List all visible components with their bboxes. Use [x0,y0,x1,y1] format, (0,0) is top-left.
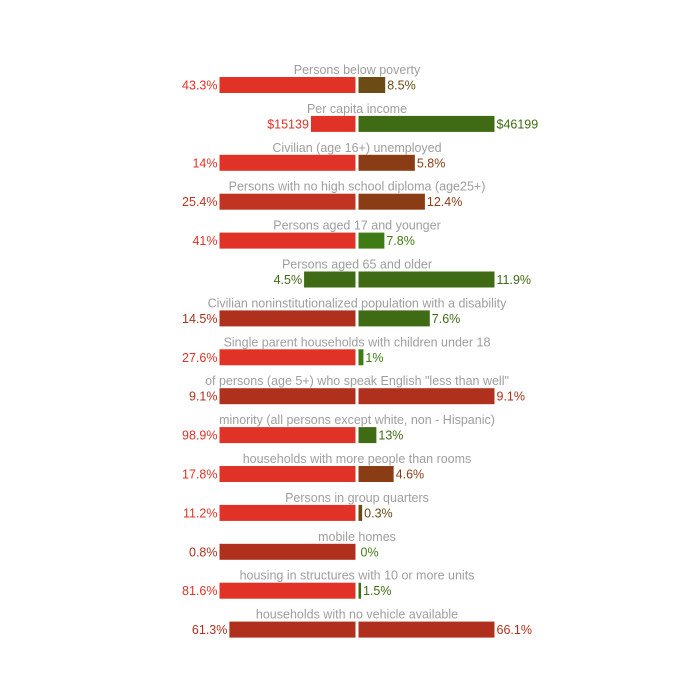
right-value-label: 7.8% [386,234,415,248]
right-bar [358,232,385,249]
right-value-label: 4.6% [396,468,425,482]
left-value-label: 0.8% [189,545,218,559]
left-bar [219,77,356,93]
row-label: mobile homes [318,530,396,544]
row-label: housing in structures with 10 or more un… [240,569,475,583]
chart-row: Persons with no high school diploma (age… [182,180,485,210]
left-bar [219,193,356,210]
chart-row: Persons in group quarters 11.2% 0.3% [183,491,429,521]
row-label: households with more people than rooms [243,452,472,466]
row-label: Civilian noninstitutionalized population… [208,296,508,310]
left-value-label: 43.3% [182,79,217,93]
left-bar [310,115,356,132]
chart-row: Single parent households with children u… [182,335,491,366]
left-value-label: 81.6% [182,584,217,598]
left-bar [219,154,356,171]
chart-row: households with more people than rooms 17… [182,452,471,482]
left-bar [219,349,356,366]
row-label: Civilian (age 16+) unemployed [272,141,441,155]
row-label: Persons with no high school diploma (age… [229,180,486,194]
left-value-label: 61.3% [192,623,227,637]
right-value-label: 0.3% [364,506,393,520]
left-value-label: 4.5% [274,273,303,287]
left-bar [219,582,356,599]
chart-row: housing in structures with 10 or more un… [182,569,474,599]
right-bar [358,154,415,171]
right-value-label: 9.1% [497,390,526,404]
left-value-label: 11.2% [183,506,218,520]
row-label: of persons (age 5+) who speak English "l… [205,374,509,388]
right-bar [358,621,495,638]
left-bar [219,427,356,444]
left-bar [219,466,356,482]
right-value-label: 8.5% [387,79,416,93]
left-bar [219,310,356,327]
row-label: Persons aged 65 and older [282,258,432,272]
right-bar [358,504,363,521]
right-bar [358,388,495,405]
chart-row: mobile homes 0.8% 0% [189,530,396,560]
left-value-label: 27.6% [182,351,217,365]
chart-row: Persons aged 17 and younger 41% 7.8% [192,219,441,249]
right-bar [358,193,425,210]
left-value-label: 14% [192,156,217,170]
left-bar [304,271,356,288]
left-value-label: 17.8% [182,468,217,482]
right-value-label: 1.5% [363,584,392,598]
right-bar [358,427,377,444]
right-bar [358,77,386,93]
left-bar [219,543,356,560]
left-bar [219,388,356,405]
left-value-label: 98.9% [182,429,217,443]
right-bar [358,115,495,132]
right-value-label: 1% [365,351,383,365]
left-bar [229,621,356,638]
right-value-label: 0% [361,545,379,559]
right-value-label: $46199 [497,117,539,131]
left-value-label: 9.1% [189,390,218,404]
chart-row: Civilian noninstitutionalized population… [182,296,508,327]
chart-row: Persons below poverty 43.3% 8.5% [182,63,421,93]
left-value-label: 41% [192,234,217,248]
row-label: households with no vehicle available [256,608,458,622]
right-value-label: 7.6% [432,312,461,326]
right-value-label: 5.8% [417,156,446,170]
row-label: Persons aged 17 and younger [273,219,441,233]
chart-row: minority (all persons except white, non … [182,413,495,444]
chart-row: of persons (age 5+) who speak English "l… [189,374,526,405]
right-bar [358,349,364,366]
right-value-label: 11.9% [497,273,532,287]
right-bar [358,582,361,599]
chart-row: households with no vehicle available 61.3… [192,608,532,638]
left-value-label: 14.5% [182,312,217,326]
left-bar [219,504,356,521]
chart-row: Per capita income$15139 $46199 [267,102,538,132]
right-value-label: 12.4% [427,195,462,209]
right-bar [358,271,495,288]
row-label: Single parent households with children u… [224,335,491,349]
row-label: Per capita income [307,102,407,116]
row-label: minority (all persons except white, non … [219,413,495,427]
right-value-label: 13% [378,429,403,443]
left-value-label: 25.4% [182,195,217,209]
left-bar [219,232,356,249]
right-bar [358,466,394,482]
chart-row: Civilian (age 16+) unemployed 14% 5.8% [192,141,445,171]
left-value-label: $15139 [267,117,309,131]
row-label: Persons below poverty [294,63,421,77]
right-value-label: 66.1% [497,623,532,637]
right-bar [358,310,430,327]
row-label: Persons in group quarters [285,491,429,505]
